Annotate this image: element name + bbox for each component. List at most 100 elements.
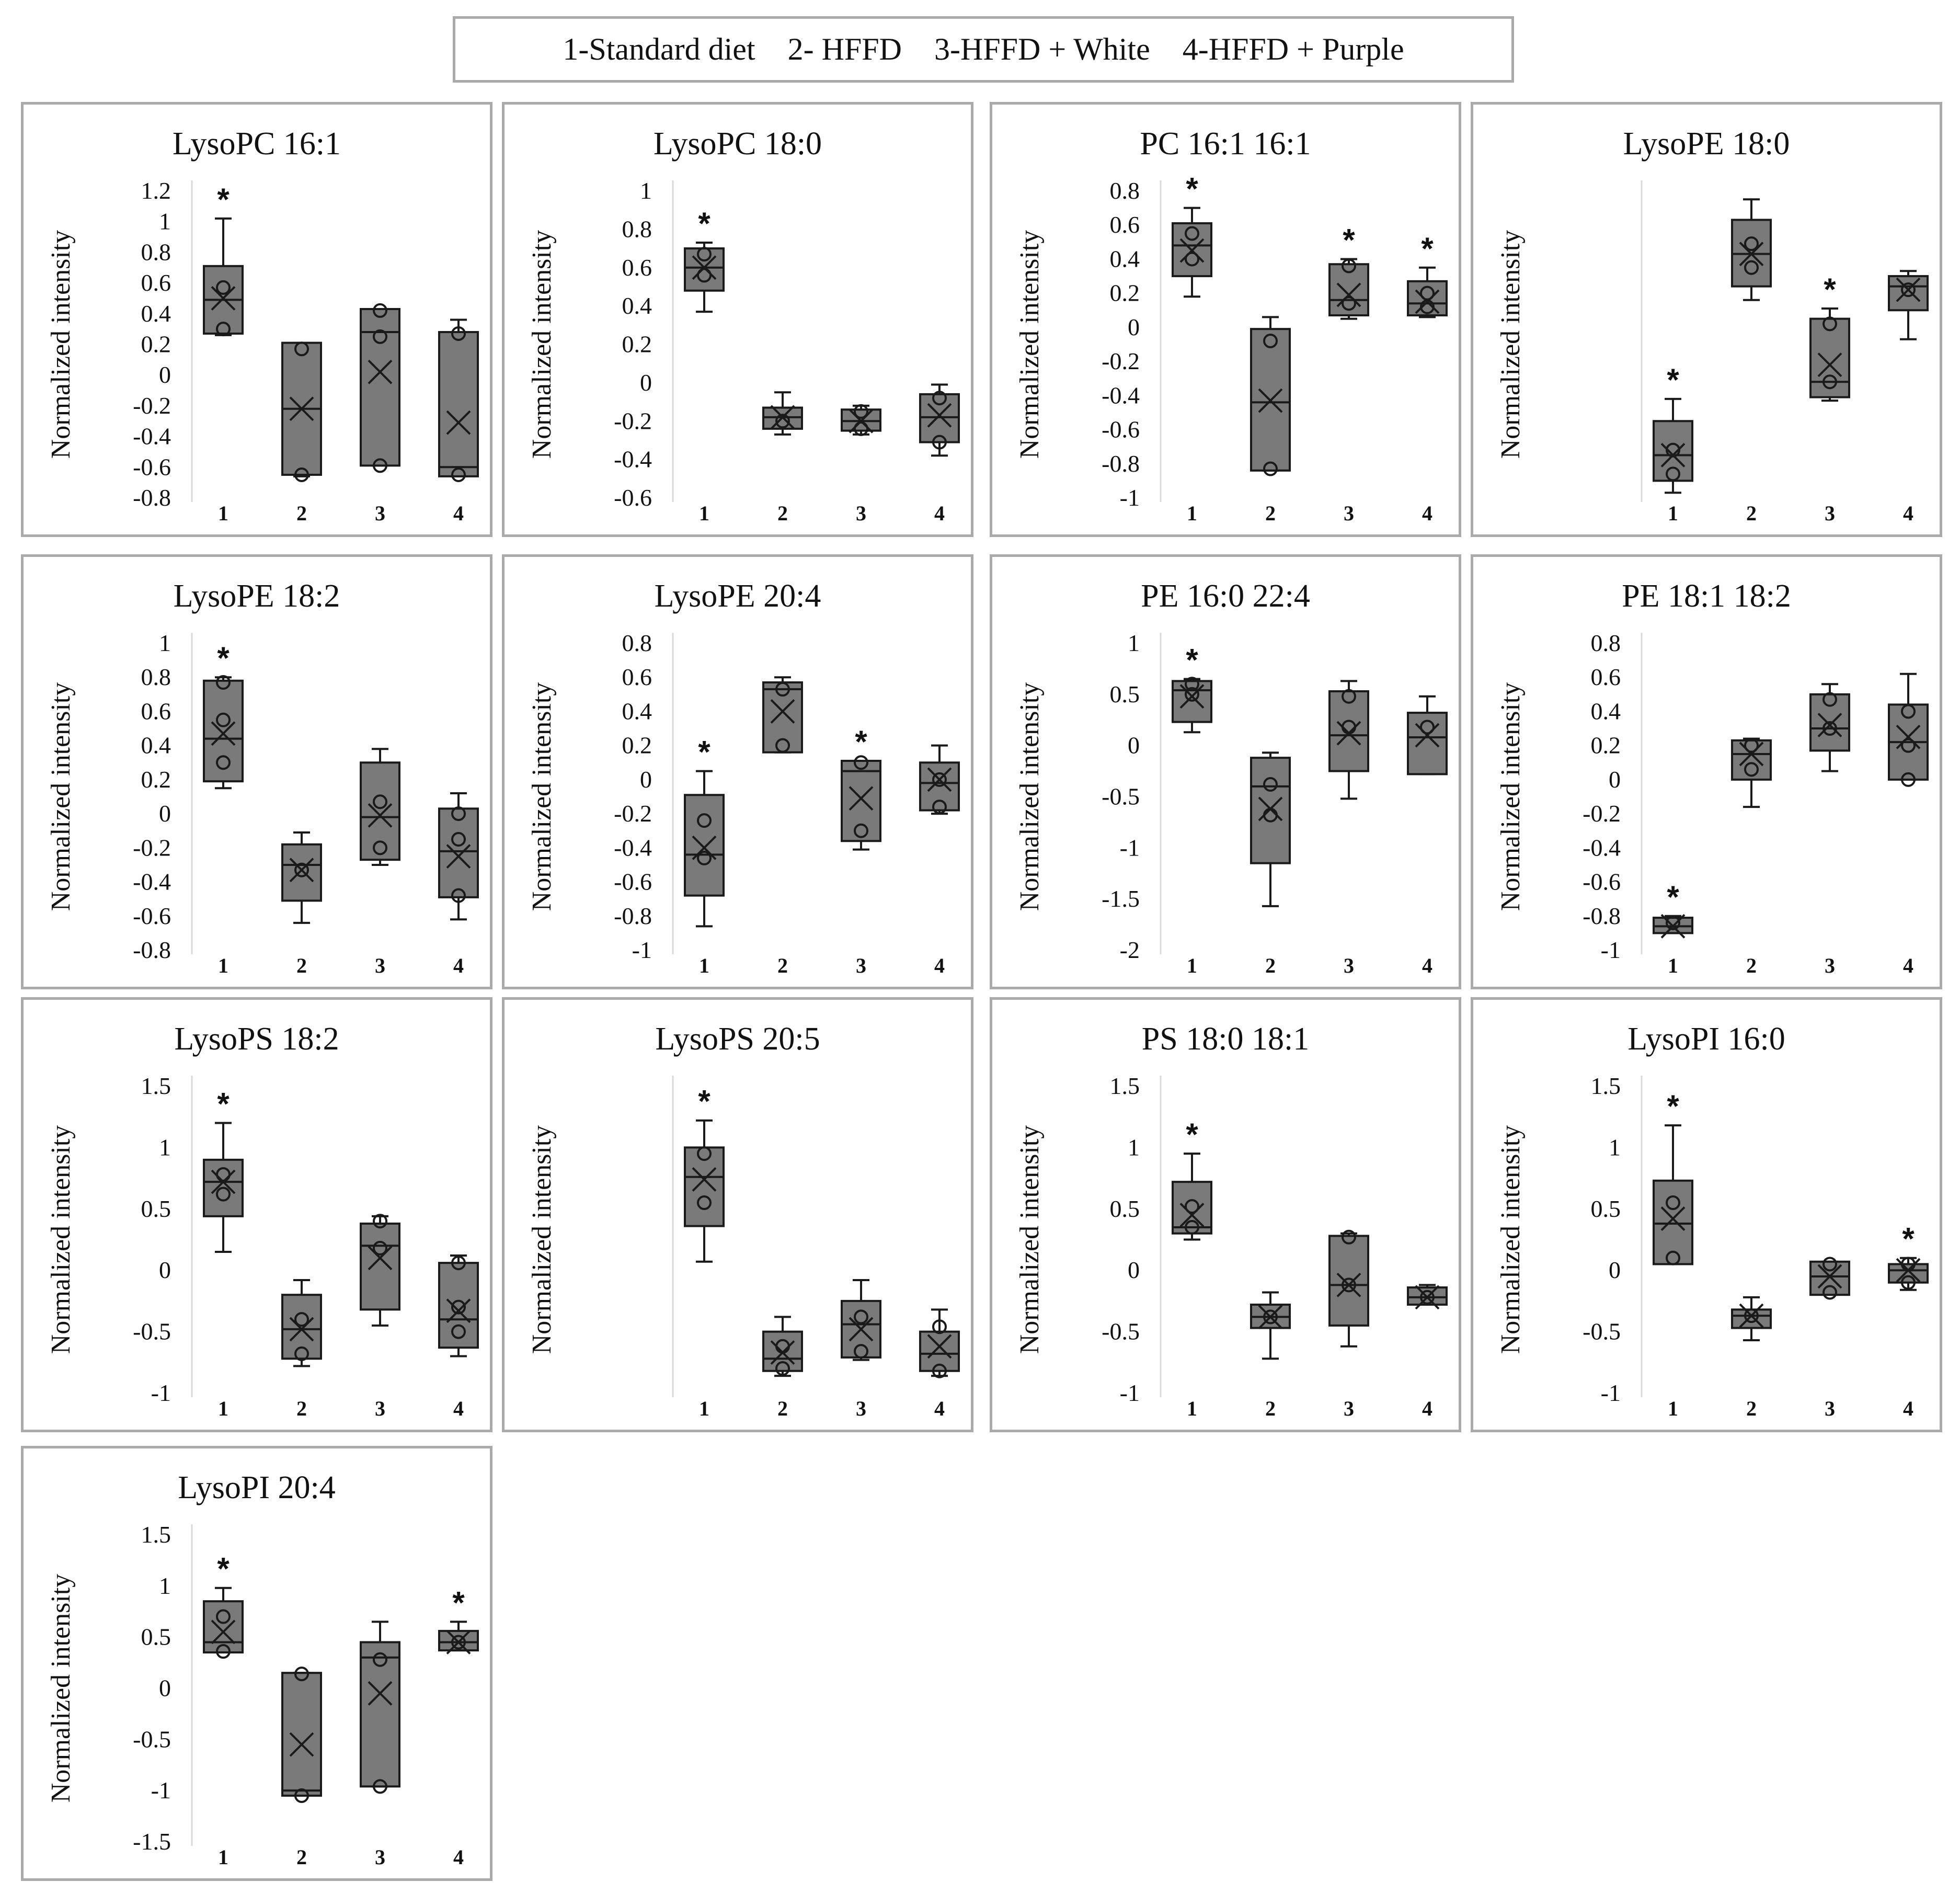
box-group-3: [842, 405, 880, 435]
y-tick-label: -1: [632, 937, 652, 963]
x-category-label: 3: [1825, 501, 1835, 525]
chart-svg: PS 18:0 18:1 Normalized intensity 1.5 1 0.5 0…: [992, 1000, 1459, 1430]
x-category-label: 2: [1265, 501, 1276, 525]
y-tick-label: -1: [1601, 937, 1621, 963]
box-group-4: *: [1408, 231, 1447, 317]
y-tick-label: -2: [1120, 937, 1140, 963]
x-category-label: 3: [1344, 501, 1354, 525]
significance-star: *: [1186, 1117, 1198, 1152]
box-group-4: [1889, 674, 1928, 786]
x-category-label: 1: [699, 1397, 709, 1420]
chart-panel-lysops-18-2: LysoPS 18:2 Normalized intensity 1.5 1 0.5 0-…: [21, 997, 492, 1432]
y-tick-label: 0.2: [141, 331, 171, 358]
y-tick-label: -0.5: [133, 1318, 171, 1345]
chart-title: LysoPS 18:2: [174, 1021, 339, 1057]
chart-title: PE 18:1 18:2: [1622, 578, 1791, 614]
box-group-2: [1251, 317, 1290, 475]
y-tick-label: -0.6: [614, 869, 652, 895]
box-group-3: *: [842, 724, 880, 850]
x-category-label: 2: [296, 1845, 307, 1869]
y-tick-label: -0.4: [133, 423, 171, 450]
x-category-label: 2: [1746, 1397, 1757, 1420]
chart-svg: LysoPC 16:1Normalized intensity1.210.80.…: [24, 105, 490, 534]
chart-title: LysoPC 16:1: [173, 126, 341, 162]
x-category-label: 2: [1746, 501, 1757, 525]
box-group-3: *: [1329, 222, 1368, 318]
chart-title: LysoPI 20:4: [178, 1470, 335, 1505]
y-tick-label: -1.5: [1102, 885, 1140, 912]
box-iqr: [1810, 1262, 1849, 1295]
box-group-4: [1408, 697, 1447, 774]
box-iqr: [1654, 421, 1692, 481]
chart-title: LysoPE 20:4: [655, 578, 821, 614]
box-group-2: [282, 1280, 321, 1366]
y-tick-label: -1: [1120, 834, 1140, 861]
box-group-4: [439, 793, 478, 919]
chart-title: LysoPE 18:2: [174, 578, 340, 614]
x-category-label: 3: [856, 1397, 866, 1420]
chart-panel-pe-18-1-18-2: PE 18:1 18:2 Normalized intensity 0.8 0.6 0.…: [1471, 554, 1942, 989]
y-axis-label: Normalized intensity: [1496, 230, 1526, 459]
x-category-label: 1: [1187, 954, 1197, 977]
x-category-label: 4: [1422, 954, 1432, 977]
box-group-4: *: [439, 1585, 478, 1653]
significance-star: *: [698, 1084, 710, 1119]
box-iqr: [1329, 1236, 1368, 1325]
box-group-2: [763, 392, 802, 435]
y-tick-label: 1: [159, 1572, 171, 1599]
significance-star: *: [1667, 880, 1679, 915]
box-group-1: *: [1654, 1089, 1692, 1264]
y-tick-label: -0.4: [614, 834, 652, 861]
y-tick-label: 1.5: [1110, 1072, 1140, 1099]
x-category-label: 2: [1265, 954, 1276, 977]
y-tick-label: 0.2: [1591, 732, 1621, 759]
y-tick-label: -0.8: [614, 903, 652, 929]
x-category-label: 1: [218, 1397, 228, 1420]
significance-star: *: [217, 1551, 230, 1587]
x-category-label: 1: [218, 1845, 228, 1869]
box-group-1: *: [204, 641, 243, 788]
x-category-label: 4: [1903, 1397, 1913, 1420]
y-axis-label: Normalized intensity: [527, 682, 557, 911]
x-category-label: 4: [453, 501, 464, 525]
box-group-2: [1732, 1297, 1771, 1340]
y-tick-label: 0.5: [141, 1195, 171, 1222]
x-category-label: 3: [375, 954, 385, 977]
y-tick-label: -0.6: [1102, 416, 1140, 443]
y-tick-label: 1: [640, 177, 652, 204]
chart-panel-lysopc-18-0: LysoPC 18:0 Normalized intensity 1 0.8 0.6 0.…: [502, 102, 973, 537]
y-tick-label: -0.4: [614, 446, 652, 473]
y-axis-label: Normalized intensity: [1496, 682, 1526, 911]
box-group-4: [439, 320, 478, 481]
y-tick-label: 0: [1128, 732, 1140, 759]
box-group-1: *: [685, 735, 724, 927]
chart-panel-lysope-20-4: LysoPE 20:4 Normalized intensity 0.8 0.6 0.4…: [502, 554, 973, 989]
box-group-1: *: [1654, 880, 1692, 938]
y-tick-label: 0.2: [622, 331, 652, 358]
y-tick-label: -1: [1120, 1379, 1140, 1406]
significance-star: *: [1421, 231, 1434, 266]
y-tick-label: 0: [159, 800, 171, 827]
y-axis-label: Normalized intensity: [1015, 682, 1045, 911]
x-category-label: 4: [1903, 954, 1913, 977]
box-iqr: [763, 682, 802, 752]
significance-star: *: [1667, 1089, 1679, 1124]
box-iqr: [439, 332, 478, 476]
box-group-1: *: [1173, 172, 1211, 297]
box-group-2: [763, 1317, 802, 1376]
y-tick-label: 0.8: [141, 664, 171, 690]
box-group-1: *: [204, 182, 243, 335]
y-tick-label: -1: [1120, 484, 1140, 511]
chart-svg: LysoPI 16:0Normalized intensity1.510.50-…: [1473, 1000, 1940, 1430]
box-iqr: [439, 1263, 478, 1348]
box-iqr: [685, 795, 724, 895]
y-tick-label: -1.5: [133, 1828, 171, 1855]
y-axis-label: Normalized intensity: [46, 682, 76, 911]
y-tick-label: -0.8: [133, 484, 171, 511]
box-group-3: [361, 1215, 399, 1326]
y-tick-label: -0.5: [1102, 1318, 1140, 1345]
y-tick-label: -0.4: [1583, 834, 1621, 861]
y-tick-label: 1: [159, 630, 171, 656]
x-category-label: 1: [1668, 954, 1678, 977]
box-iqr: [1251, 758, 1290, 863]
